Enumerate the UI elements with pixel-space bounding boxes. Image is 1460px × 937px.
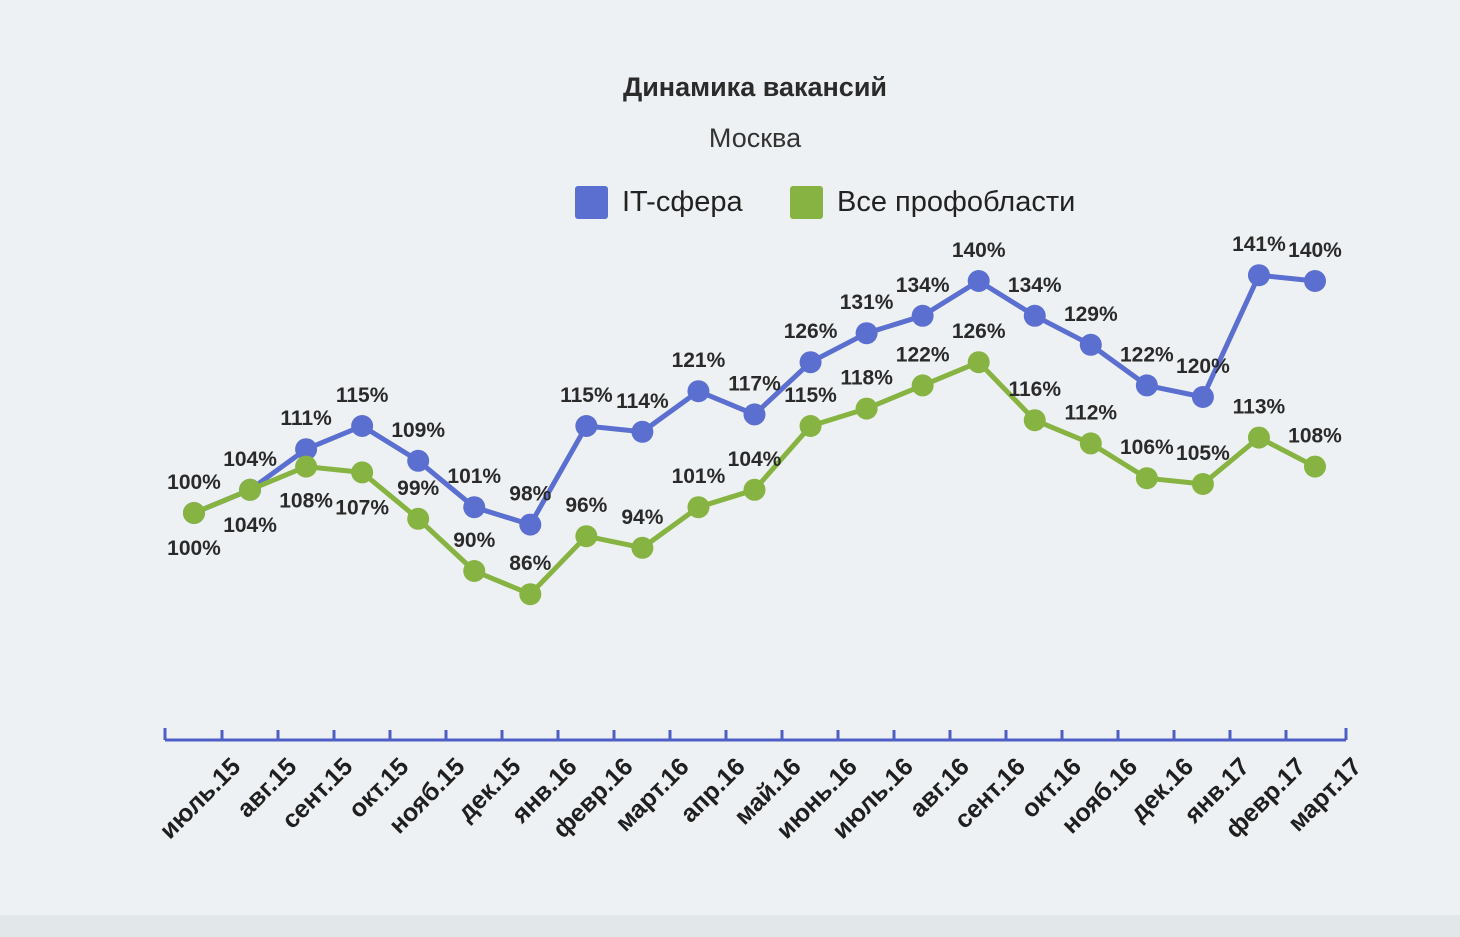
data-label-all: 107% [335,496,389,519]
data-label-it: 126% [784,320,838,343]
data-point-all [1079,432,1102,455]
data-label-all: 118% [840,367,893,390]
data-label-it: 120% [1176,355,1230,378]
data-label-all: 104% [728,448,782,471]
data-point-all [407,507,430,530]
data-label-all: 90% [453,529,495,552]
legend-item-all: Все профобласти [790,186,1075,219]
data-label-it: 129% [1064,303,1118,326]
legend-swatch-it [575,186,608,219]
data-label-it: 104% [223,448,277,471]
data-point-it [1135,374,1158,397]
data-point-it [687,380,710,403]
data-label-all: 105% [1176,442,1230,465]
data-point-all [1023,409,1046,432]
data-point-it [967,270,990,292]
data-point-all [1304,455,1326,478]
data-point-all [687,496,710,519]
data-label-it: 140% [952,239,1006,262]
data-label-it: 98% [509,483,551,506]
data-point-it [407,449,430,472]
data-label-it: 121% [672,349,726,372]
data-label-all: 113% [1233,396,1286,419]
data-label-it: 114% [616,390,669,413]
data-point-all [799,415,822,437]
data-point-it [519,513,542,536]
data-label-it: 100% [167,471,221,494]
x-tick-label: июль.15 [154,752,246,844]
data-point-all [1135,467,1158,490]
data-label-all: 96% [565,494,607,517]
data-point-all [295,455,318,478]
data-point-all [1191,473,1214,495]
data-point-it [1247,264,1270,287]
data-label-all: 116% [1008,378,1061,401]
legend-item-it: IT-сфера [575,186,743,219]
data-label-all: 104% [223,514,277,537]
data-label-all: 112% [1065,401,1118,424]
data-label-all: 126% [952,320,1006,343]
data-label-all: 108% [1288,425,1342,448]
data-point-it [799,351,822,374]
data-point-it [1191,386,1214,408]
data-point-all [183,502,205,524]
data-point-all [911,374,934,397]
data-point-it [631,420,654,443]
data-point-all [631,536,654,559]
data-label-it: 115% [560,384,613,407]
data-point-it [351,415,374,437]
data-point-all [1247,426,1270,449]
data-point-all [967,351,990,374]
data-point-it [463,496,486,519]
data-label-it: 109% [391,419,445,442]
chart-title: Динамика вакансий [622,72,888,102]
legend-label-it: IT-сфера [622,186,743,218]
data-label-all: 99% [397,477,439,500]
data-point-it [743,403,766,426]
data-label-it: 111% [280,407,332,430]
data-label-all: 86% [509,552,551,575]
legend-swatch-all [790,186,823,219]
data-label-it: 101% [447,465,501,488]
page-edge [0,915,1460,937]
data-point-all [743,478,766,501]
data-point-it [1304,270,1326,292]
data-label-it: 131% [840,291,894,314]
data-point-it [1023,304,1046,327]
data-point-all [519,583,542,606]
data-label-it: 134% [896,274,950,297]
data-label-it: 134% [1008,274,1062,297]
data-point-all [239,478,262,501]
data-label-it: 117% [728,372,781,395]
data-label-it: 122% [1120,343,1174,366]
data-point-it [855,322,878,345]
data-label-all: 106% [1120,436,1174,459]
data-label-all: 94% [621,506,663,529]
data-point-all [575,525,598,548]
data-point-it [295,438,318,461]
data-label-it: 140% [1288,239,1342,262]
data-label-all: 101% [672,465,726,488]
data-label-it: 115% [336,384,389,407]
chart-subtitle: Москва [708,123,802,153]
data-point-it [911,304,934,327]
data-label-all: 115% [784,384,837,407]
data-point-all [351,461,374,484]
data-label-all: 100% [167,537,221,560]
legend-label-all: Все профобласти [837,186,1076,218]
data-label-all: 108% [279,490,333,513]
data-point-it [575,415,598,437]
data-label-all: 122% [896,343,950,366]
data-point-all [463,560,486,582]
data-point-all [855,397,878,420]
data-point-it [1079,333,1102,356]
data-label-it: 141% [1232,233,1286,256]
